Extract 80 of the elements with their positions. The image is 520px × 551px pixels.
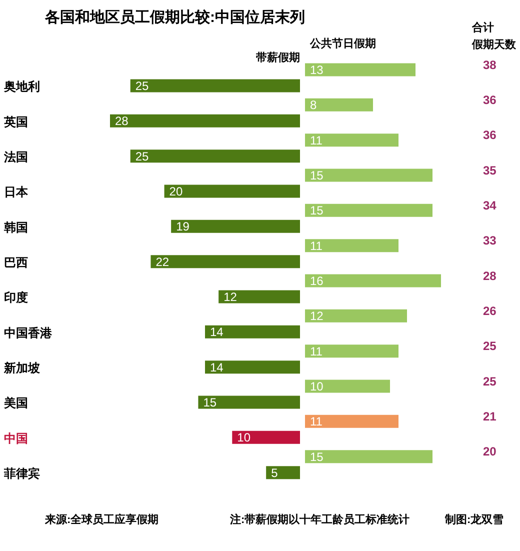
data-label: 14 — [210, 325, 224, 340]
data-label: 15 — [310, 204, 324, 218]
data-label: 13 — [310, 63, 324, 78]
bar — [305, 309, 407, 322]
bar — [150, 255, 300, 268]
data-label: 11 — [310, 344, 323, 358]
data-label: 15 — [310, 168, 324, 183]
y-tick-label: 韩国 — [3, 220, 28, 234]
series-label: 公共节日假期 — [310, 38, 376, 50]
data-label: 20 — [169, 184, 183, 199]
bar — [305, 134, 398, 147]
y-tick-label: 英国 — [3, 114, 28, 129]
y-tick-label: 美国 — [3, 396, 28, 410]
data-label: 5 — [271, 466, 278, 480]
text: 38 — [483, 58, 497, 72]
data-label: 15 — [203, 396, 217, 410]
bar — [305, 168, 432, 182]
y-tick-label: 印度 — [4, 290, 28, 305]
data-label: 25 — [135, 79, 150, 94]
y-tick-label: 中国香港 — [4, 326, 53, 340]
bar — [218, 290, 300, 304]
y-tick-label: 新加坡 — [3, 360, 41, 375]
data-label: 22 — [156, 254, 170, 269]
bar — [305, 380, 390, 393]
text: 20 — [483, 444, 497, 459]
text: 注:带薪假期以十年工龄员工标准统计 — [230, 514, 410, 526]
bar — [305, 274, 441, 288]
text: 35 — [483, 163, 497, 178]
text: 25 — [483, 339, 497, 354]
text: 21 — [483, 409, 497, 424]
y-tick-label: 日本 — [4, 185, 29, 200]
data-label: 8 — [310, 98, 317, 112]
bar — [266, 466, 300, 480]
chart-title: 各国和地区员工假期比较:中国位居末列 — [45, 9, 305, 26]
bar — [305, 414, 398, 428]
bar — [130, 79, 300, 92]
data-label: 16 — [310, 274, 324, 288]
text: 36 — [483, 128, 497, 142]
bar — [205, 325, 300, 338]
bar — [305, 98, 373, 112]
text: 33 — [483, 234, 497, 248]
text: 25 — [483, 374, 497, 388]
data-label: 28 — [115, 114, 129, 128]
data-label: 11 — [310, 133, 323, 148]
text: 合计 — [472, 22, 494, 34]
bar — [130, 150, 300, 163]
bar — [232, 430, 300, 444]
bar — [198, 396, 300, 409]
text: 制图:龙双雪 — [445, 514, 504, 526]
data-label: 14 — [210, 360, 224, 374]
bar — [305, 344, 398, 358]
data-label: 25 — [135, 149, 150, 164]
bar — [305, 63, 416, 76]
y-tick-label: 菲律宾 — [3, 466, 40, 480]
bar — [171, 220, 300, 233]
text: 36 — [483, 92, 497, 107]
y-tick-label: 中国 — [4, 431, 28, 446]
bar — [305, 450, 432, 464]
source-note: 来源:全球员工应享假期 — [45, 514, 159, 526]
text: 34 — [483, 198, 497, 212]
data-label: 11 — [310, 238, 323, 253]
data-label: 11 — [310, 414, 323, 429]
bar — [164, 184, 300, 198]
data-label: 10 — [237, 430, 251, 445]
text: 假期天数 — [472, 39, 516, 51]
y-tick-label: 法国 — [3, 150, 28, 164]
data-label: 15 — [310, 450, 324, 464]
data-label: 12 — [224, 290, 238, 304]
data-label: 12 — [310, 309, 324, 324]
bar — [205, 360, 300, 374]
y-tick-label: 奥地利 — [3, 80, 40, 94]
y-tick-label: 巴西 — [4, 255, 28, 270]
data-label: 10 — [310, 380, 324, 394]
bar — [305, 239, 398, 252]
text: 28 — [483, 268, 497, 283]
data-label: 19 — [176, 220, 190, 234]
bar — [305, 204, 432, 217]
text: 26 — [483, 304, 497, 318]
bar — [110, 114, 300, 128]
series-label: 带薪假期 — [256, 52, 300, 64]
